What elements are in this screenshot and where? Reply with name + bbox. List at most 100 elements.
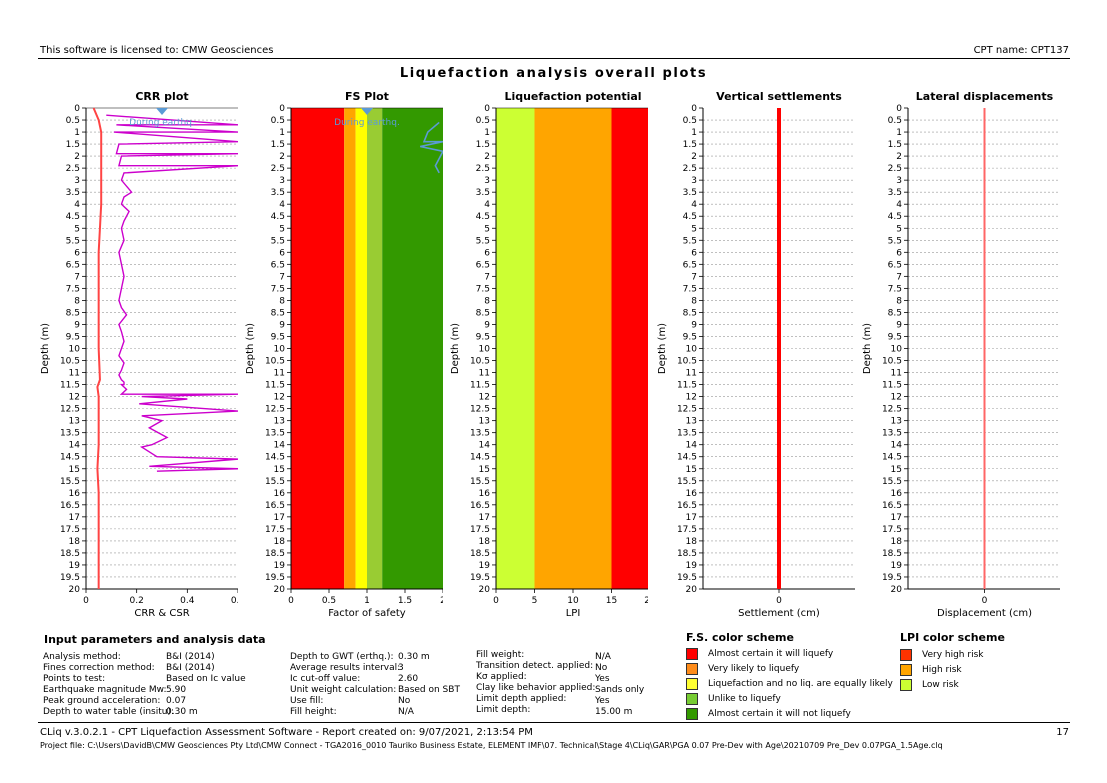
y-tick-label: 10.5 <box>265 357 285 367</box>
y-tick-label: 3 <box>896 176 902 186</box>
y-tick-label: 17.5 <box>60 525 80 535</box>
legend-label: Almost certain it will not liquefy <box>708 709 851 719</box>
y-tick-label: 6.5 <box>476 260 490 270</box>
y-tick-label: 13 <box>891 417 902 427</box>
chart-5: Lateral displacements00.511.522.533.544.… <box>862 90 1060 619</box>
y-tick-label: 19.5 <box>60 573 80 583</box>
param-value: N/A <box>398 707 414 717</box>
legend-label: Very likely to liquefy <box>708 664 800 674</box>
chart-4: Vertical settlements00.511.522.533.544.5… <box>657 90 855 619</box>
y-tick-label: 12 <box>686 393 697 403</box>
y-tick-label: 11 <box>69 369 80 379</box>
param-label: Fill weight: <box>476 650 525 660</box>
y-tick-label: 4.5 <box>683 212 697 222</box>
x-tick-label: 1 <box>364 596 370 606</box>
y-tick-label: 2 <box>896 152 902 162</box>
y-tick-label: 17 <box>479 513 490 523</box>
y-tick-label: 18.5 <box>677 549 697 559</box>
param-value: Sands only <box>595 685 645 695</box>
y-tick-label: 3.5 <box>476 188 490 198</box>
x-tick-label: 0 <box>982 596 988 606</box>
x-tick-label: 0.2 <box>130 596 144 606</box>
y-tick-label: 0 <box>279 104 285 114</box>
y-tick-label: 2.5 <box>476 164 490 174</box>
y-tick-label: 15.5 <box>265 477 285 487</box>
param-label: Peak ground acceleration: <box>43 696 161 706</box>
y-tick-label: 19 <box>69 561 81 571</box>
y-tick-label: 15 <box>274 465 285 475</box>
y-tick-label: 10.5 <box>60 357 80 367</box>
y-tick-label: 11.5 <box>470 381 490 391</box>
y-tick-label: 0 <box>896 104 902 114</box>
footer-rule <box>38 722 1070 723</box>
param-label: Analysis method: <box>43 652 121 662</box>
legend-label: Almost certain it will liquefy <box>708 649 834 659</box>
y-tick-label: 7.5 <box>683 284 697 294</box>
y-tick-label: 0 <box>74 104 80 114</box>
cpt-name: CPT name: CPT137 <box>973 45 1069 56</box>
y-tick-label: 20 <box>69 585 81 595</box>
y-axis-label: Depth (m) <box>862 323 873 374</box>
footer-project-file: Project file: C:\Users\DavidB\CMW Geosci… <box>40 741 943 750</box>
y-tick-label: 5.5 <box>888 236 902 246</box>
y-tick-label: 17.5 <box>265 525 285 535</box>
chart-1: CRR plot00.511.522.533.544.555.566.577.5… <box>40 90 238 619</box>
footer-software: CLiq v.3.0.2.1 - CPT Liquefaction Assess… <box>40 727 533 738</box>
x-tick-label: 0 <box>83 596 89 606</box>
y-tick-label: 9 <box>691 320 697 330</box>
param-label: Kσ applied: <box>476 672 527 682</box>
band <box>534 108 612 589</box>
y-tick-label: 13 <box>686 417 697 427</box>
y-tick-label: 9 <box>74 320 80 330</box>
param-value: Yes <box>595 674 610 684</box>
annotation-label: During earthq. <box>129 118 195 128</box>
y-tick-label: 9.5 <box>888 332 902 342</box>
y-tick-label: 9.5 <box>683 332 697 342</box>
y-tick-label: 13.5 <box>677 429 697 439</box>
y-tick-label: 9.5 <box>271 332 285 342</box>
y-tick-label: 5 <box>279 224 285 234</box>
y-tick-label: 16.5 <box>60 501 80 511</box>
band <box>367 108 383 589</box>
y-tick-label: 7 <box>896 272 902 282</box>
y-tick-label: 14.5 <box>60 453 80 463</box>
y-tick-label: 15.5 <box>470 477 490 487</box>
y-tick-label: 18.5 <box>60 549 80 559</box>
param-label: Limit depth: <box>476 705 531 715</box>
chart-3: Liquefaction potential00.511.522.533.544… <box>450 90 648 619</box>
y-tick-label: 5.5 <box>271 236 285 246</box>
y-tick-label: 5.5 <box>683 236 697 246</box>
y-tick-label: 2 <box>279 152 285 162</box>
header-rule <box>38 58 1070 59</box>
chart-title: Vertical settlements <box>716 90 842 103</box>
y-tick-label: 2.5 <box>271 164 285 174</box>
y-tick-label: 3.5 <box>66 188 80 198</box>
param-value: Based on SBT <box>398 685 460 695</box>
y-tick-label: 18 <box>479 537 491 547</box>
license-text: This software is licensed to: CMW Geosci… <box>40 45 274 56</box>
y-tick-label: 2 <box>484 152 490 162</box>
fs-legend-heading: F.S. color scheme <box>686 631 794 644</box>
y-tick-label: 16 <box>274 489 286 499</box>
param-value: B&I (2014) <box>166 663 215 673</box>
y-tick-label: 8.5 <box>683 308 697 318</box>
y-tick-label: 14.5 <box>470 453 490 463</box>
y-tick-label: 11.5 <box>677 381 697 391</box>
y-tick-label: 3 <box>691 176 697 186</box>
y-tick-label: 19 <box>479 561 491 571</box>
y-axis-label: Depth (m) <box>245 323 256 374</box>
y-tick-label: 19 <box>891 561 903 571</box>
legend-label: Liquefaction and no liq. are equally lik… <box>708 679 893 689</box>
y-tick-label: 12 <box>69 393 80 403</box>
chart-title: Lateral displacements <box>916 90 1054 103</box>
y-tick-label: 15 <box>686 465 697 475</box>
y-tick-label: 8 <box>279 296 285 306</box>
y-tick-label: 8.5 <box>66 308 80 318</box>
y-tick-label: 14.5 <box>882 453 902 463</box>
y-tick-label: 1.5 <box>271 140 285 150</box>
footer-page: 17 <box>1056 727 1069 738</box>
y-tick-label: 14.5 <box>677 453 697 463</box>
y-tick-label: 4.5 <box>271 212 285 222</box>
y-tick-label: 12.5 <box>60 405 80 415</box>
x-tick-label: 10 <box>567 596 579 606</box>
